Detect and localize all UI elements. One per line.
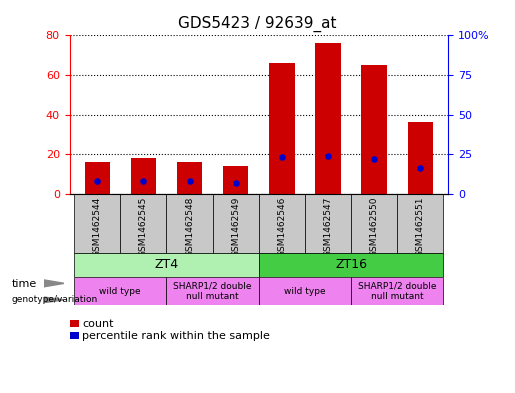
Point (370, 156, 379, 162)
Text: wild type: wild type (284, 286, 326, 296)
Bar (74, 194, 121, 253)
Bar (351, 194, 397, 253)
Text: SHARP1/2 double
null mutant: SHARP1/2 double null mutant (358, 281, 437, 301)
Bar (74, 253, 259, 277)
Text: GSM1462549: GSM1462549 (231, 196, 240, 257)
Bar (223, 166, 248, 194)
Text: GSM1462548: GSM1462548 (185, 196, 194, 257)
Text: wild type: wild type (99, 286, 141, 296)
Bar (121, 194, 166, 253)
Point (93, 178, 101, 184)
Text: GSM1462551: GSM1462551 (416, 196, 425, 257)
Point (185, 178, 194, 184)
Point (232, 180, 240, 186)
Bar (166, 194, 213, 253)
Bar (74, 277, 166, 305)
Bar (351, 277, 443, 305)
Bar (408, 123, 433, 194)
Bar (213, 194, 259, 253)
Text: percentile rank within the sample: percentile rank within the sample (82, 331, 270, 341)
Bar (259, 277, 351, 305)
Text: time: time (11, 279, 37, 289)
Bar (315, 43, 341, 194)
Text: GSM1462545: GSM1462545 (139, 196, 148, 257)
Polygon shape (44, 280, 64, 287)
Bar (84, 162, 110, 194)
Bar (177, 162, 202, 194)
Point (139, 178, 147, 184)
Text: GSM1462547: GSM1462547 (323, 196, 333, 257)
Text: genotype/variation: genotype/variation (11, 296, 97, 304)
Point (278, 154, 286, 160)
Text: GSM1462550: GSM1462550 (370, 196, 379, 257)
Text: SHARP1/2 double
null mutant: SHARP1/2 double null mutant (174, 281, 252, 301)
Text: count: count (82, 319, 114, 329)
Point (416, 165, 424, 171)
Polygon shape (44, 297, 64, 303)
Point (324, 152, 332, 159)
Text: ZT4: ZT4 (154, 259, 179, 272)
Bar (397, 194, 443, 253)
Bar (362, 65, 387, 194)
Text: GSM1462546: GSM1462546 (278, 196, 286, 257)
Text: GSM1462544: GSM1462544 (93, 196, 102, 257)
Bar (269, 63, 295, 194)
Bar (259, 253, 443, 277)
Bar (131, 158, 156, 194)
Text: ZT16: ZT16 (335, 259, 367, 272)
Bar (166, 277, 259, 305)
Bar (305, 194, 351, 253)
Text: GDS5423 / 92639_at: GDS5423 / 92639_at (178, 16, 337, 32)
Bar (259, 194, 305, 253)
